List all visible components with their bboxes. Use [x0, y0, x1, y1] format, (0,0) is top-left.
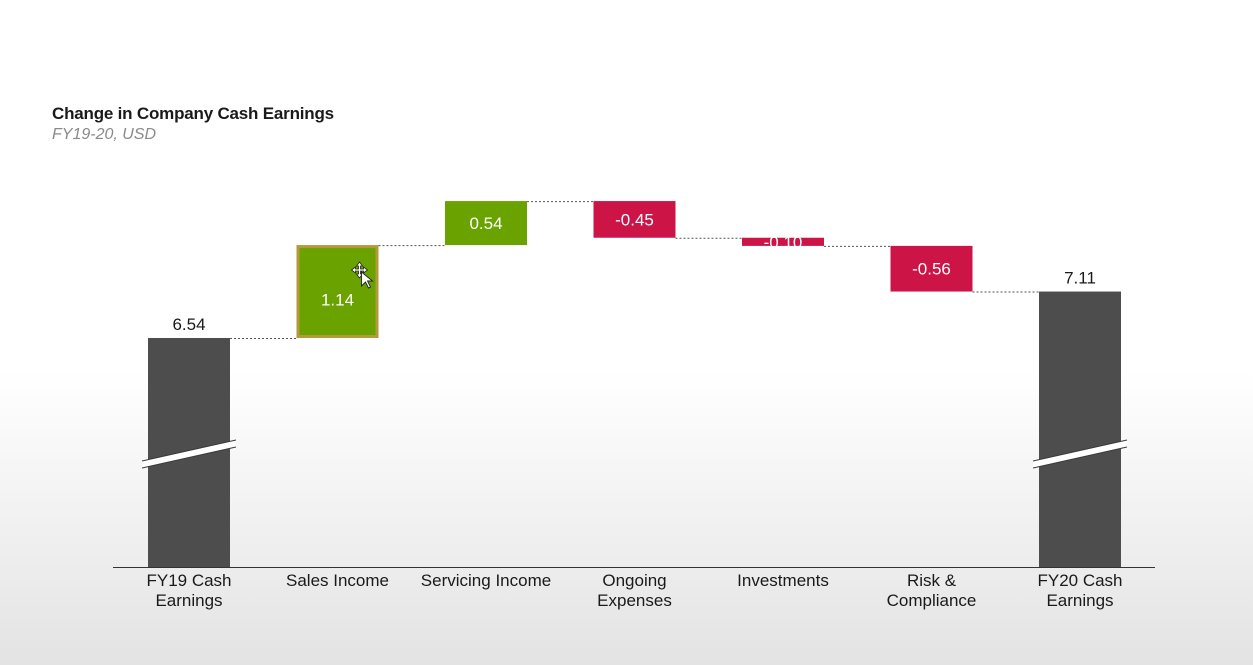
bar-increase-1[interactable] [296, 245, 379, 338]
chart-title: Change in Company Cash Earnings [52, 104, 334, 123]
axis-break-edge-bottom-0 [141, 446, 237, 469]
bar-total-6[interactable] [1039, 291, 1121, 567]
bar-decrease-5[interactable] [890, 245, 973, 292]
category-label-4: Investments [737, 571, 829, 590]
axis-break-edge-bottom-6 [1032, 446, 1128, 469]
bar-increase-2[interactable] [445, 201, 527, 246]
category-label-1: Sales Income [286, 571, 389, 590]
data-label-0: 6.54 [172, 315, 205, 334]
bar-decrease-4[interactable] [742, 237, 824, 246]
category-label-3: Ongoing Expenses [597, 571, 672, 610]
axis-break-mark-0 [142, 440, 236, 468]
data-label-2: 0.54 [469, 214, 502, 233]
data-label-3: -0.45 [615, 210, 654, 229]
category-label-5: Risk & Compliance [886, 571, 977, 610]
data-label-4: -0.10 [764, 233, 803, 252]
data-label-1: 1.14 [321, 291, 354, 310]
category-label-2: Servicing Income [420, 571, 552, 590]
category-label-6: FY20 Cash Earnings [1037, 571, 1123, 610]
axis-break-edge-top-0 [141, 439, 237, 462]
chart-subtitle: FY19-20, USD [52, 126, 157, 143]
move-cursor-icon [350, 261, 374, 289]
data-label-5: -0.56 [912, 260, 951, 279]
data-label-6: 7.11 [1064, 269, 1096, 288]
category-label-0: FY19 Cash Earnings [146, 571, 232, 610]
axis-break-edge-top-6 [1032, 439, 1128, 462]
bar-decrease-3[interactable] [593, 201, 676, 238]
axis-break-mark-6 [1033, 440, 1127, 468]
